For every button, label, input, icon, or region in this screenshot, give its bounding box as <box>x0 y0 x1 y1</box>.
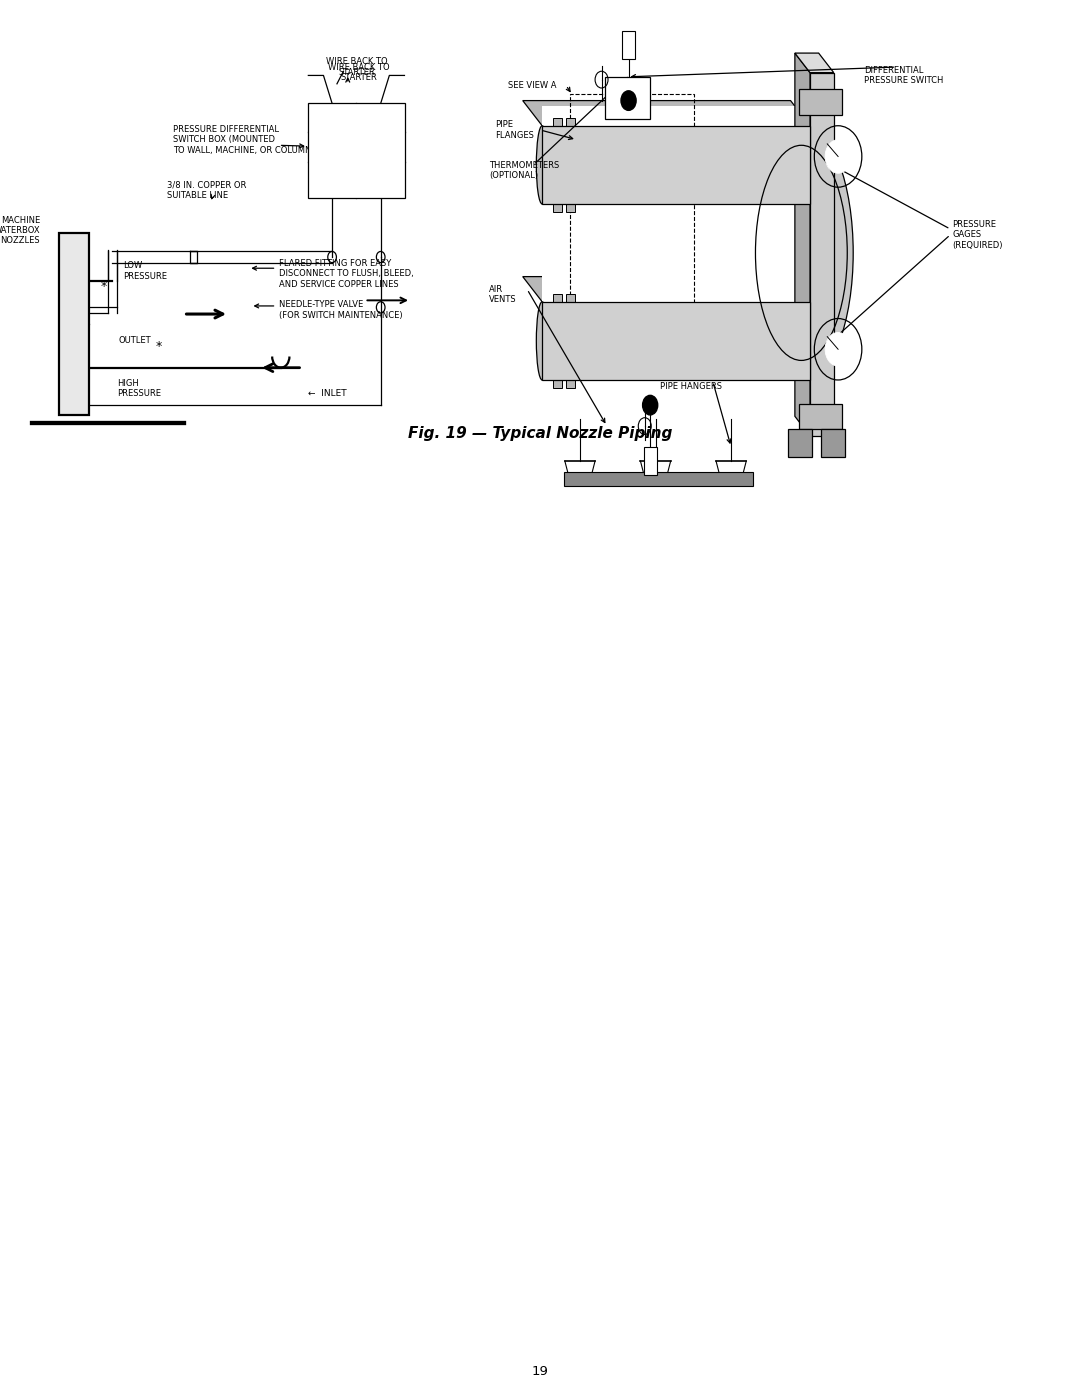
Bar <box>553 117 562 212</box>
Bar <box>308 103 405 198</box>
Ellipse shape <box>537 302 548 380</box>
Text: Fig. 19 — Typical Nozzle Piping: Fig. 19 — Typical Nozzle Piping <box>408 426 672 440</box>
Bar <box>542 126 810 204</box>
Text: WIRE BACK TO
STARTER: WIRE BACK TO STARTER <box>327 63 390 82</box>
Text: PRESSURE
CONNECTION: PRESSURE CONNECTION <box>333 141 380 154</box>
Text: OUTLET: OUTLET <box>119 337 151 345</box>
Text: MACHINE
WATERBOX
NOZZLES: MACHINE WATERBOX NOZZLES <box>0 215 40 246</box>
Bar <box>570 94 694 338</box>
Bar <box>799 404 842 429</box>
Bar <box>553 293 562 388</box>
Ellipse shape <box>537 126 548 204</box>
Bar <box>605 77 650 119</box>
Text: LOW: LOW <box>323 177 341 186</box>
Polygon shape <box>523 277 810 302</box>
Text: *: * <box>156 339 162 353</box>
Text: THERMOMETERS
(OPTIONAL): THERMOMETERS (OPTIONAL) <box>489 161 559 180</box>
Bar <box>542 126 810 204</box>
Text: NEEDLE-TYPE VALVE
(FOR SWITCH MAINTENANCE): NEEDLE-TYPE VALVE (FOR SWITCH MAINTENANC… <box>279 300 402 320</box>
Text: PIPE HANGERS: PIPE HANGERS <box>660 383 723 391</box>
Text: N.O.: N.O. <box>373 113 389 122</box>
Circle shape <box>825 140 851 173</box>
Text: HIGH: HIGH <box>370 177 391 186</box>
Bar <box>542 302 810 380</box>
Circle shape <box>643 395 658 415</box>
Text: COM: COM <box>323 113 341 122</box>
Circle shape <box>825 332 851 366</box>
Text: FLARED FITTING FOR EASY
DISCONNECT TO FLUSH, BLEED,
AND SERVICE COPPER LINES: FLARED FITTING FOR EASY DISCONNECT TO FL… <box>279 258 414 289</box>
Text: LOW
PRESSURE: LOW PRESSURE <box>123 261 167 281</box>
Text: PRESSURE DIFFERENTIAL
SWITCH BOX (MOUNTED
TO WALL, MACHINE, OR COLUMN): PRESSURE DIFFERENTIAL SWITCH BOX (MOUNTE… <box>173 124 314 155</box>
Text: 3/8 IN. COPPER OR
SUITABLE LINE: 3/8 IN. COPPER OR SUITABLE LINE <box>167 180 246 200</box>
Text: HIGH
PRESSURE: HIGH PRESSURE <box>117 379 161 398</box>
Bar <box>622 31 635 59</box>
Bar <box>644 447 657 475</box>
Bar <box>59 233 89 415</box>
Text: DIFFERENTIAL
PRESSURE SWITCH: DIFFERENTIAL PRESSURE SWITCH <box>864 66 943 85</box>
Text: ←  INLET: ← INLET <box>308 390 347 398</box>
Bar <box>566 117 575 212</box>
Bar <box>542 302 810 380</box>
Text: *: * <box>100 279 107 293</box>
Text: AIR
VENTS: AIR VENTS <box>489 285 517 305</box>
Bar <box>799 89 842 115</box>
Bar <box>542 106 808 400</box>
Ellipse shape <box>756 126 853 380</box>
Text: PRESSURE
GAGES
(REQUIRED): PRESSURE GAGES (REQUIRED) <box>953 219 1003 250</box>
Bar <box>566 293 575 388</box>
Text: 19: 19 <box>531 1365 549 1379</box>
Text: WIRE BACK TO
STARTER: WIRE BACK TO STARTER <box>325 57 388 77</box>
Polygon shape <box>795 53 810 436</box>
Polygon shape <box>523 101 810 126</box>
Text: SEE VIEW A: SEE VIEW A <box>508 81 556 89</box>
Circle shape <box>621 91 636 110</box>
Bar <box>810 73 834 436</box>
Polygon shape <box>795 53 834 73</box>
Bar <box>788 429 812 457</box>
Bar <box>564 472 753 486</box>
Text: PIPE
FLANGES: PIPE FLANGES <box>495 120 534 140</box>
Bar <box>821 429 845 457</box>
